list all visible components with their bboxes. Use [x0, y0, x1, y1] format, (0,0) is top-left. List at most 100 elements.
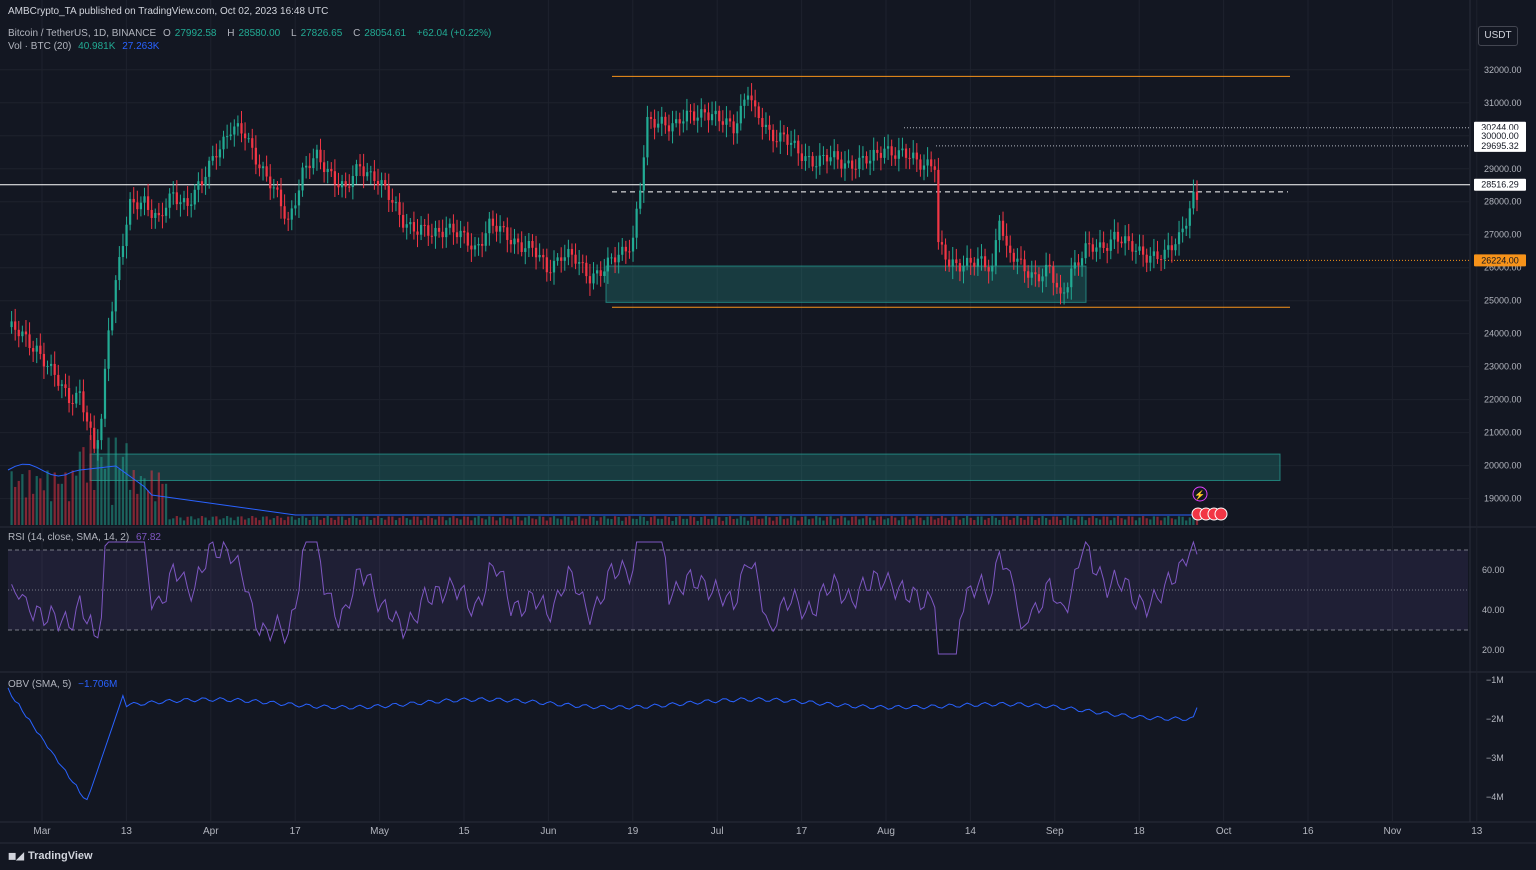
volume-bar	[168, 519, 171, 525]
price-tick-label: 29000.00	[1484, 164, 1522, 174]
volume-bar	[308, 519, 311, 525]
candle	[847, 160, 850, 164]
volume-bar	[732, 518, 735, 525]
volume-bar	[161, 483, 164, 525]
volume-bar	[481, 518, 484, 525]
time-tick-label: Apr	[203, 826, 219, 837]
candle	[786, 134, 789, 145]
candle	[789, 142, 793, 145]
volume-bar	[265, 516, 268, 525]
candle	[154, 212, 157, 218]
volume-bar	[344, 519, 347, 525]
volume-bar	[552, 516, 556, 525]
candle	[233, 126, 236, 135]
volume-bar	[484, 519, 487, 525]
event-flag-icon[interactable]	[1214, 507, 1228, 521]
time-tick-label: May	[370, 826, 389, 837]
tradingview-brand[interactable]: ◼◢ TradingView	[8, 850, 93, 862]
volume-bar	[24, 497, 28, 525]
volume-bar	[1195, 518, 1199, 525]
volume-bar	[1019, 517, 1023, 525]
candle	[606, 257, 610, 272]
volume-bar	[1131, 516, 1134, 525]
volume-bar	[728, 516, 732, 525]
candle	[215, 156, 218, 158]
volume-bar	[962, 518, 965, 525]
price-tick-label: 22000.00	[1484, 395, 1522, 405]
obv-label: OBV (SMA, 5)	[8, 679, 72, 690]
rsi-tick-label: 40.00	[1482, 605, 1505, 615]
candle	[351, 176, 354, 188]
volume-legend[interactable]: Vol · BTC (20) 40.981K 27.263K	[8, 41, 163, 52]
volume-bar	[1009, 519, 1012, 525]
volume-bar	[283, 520, 286, 525]
candle	[247, 138, 250, 140]
candle	[603, 271, 606, 277]
volume-bar	[71, 470, 74, 525]
candle	[754, 100, 757, 107]
candle	[405, 224, 408, 228]
candle	[470, 245, 473, 250]
volume-bar	[786, 518, 789, 525]
obv-tick-label: −3M	[1486, 753, 1504, 763]
volume-bar	[254, 517, 257, 525]
candle	[825, 154, 829, 162]
candle	[416, 231, 419, 235]
candle	[685, 110, 689, 122]
volume-bar	[912, 518, 915, 525]
volume-bar	[305, 517, 308, 525]
candle	[466, 232, 469, 246]
volume-bar	[854, 516, 857, 525]
candle	[366, 172, 369, 177]
symbol-name[interactable]: Bitcoin / TetherUS, 1D, BINANCE	[8, 28, 157, 39]
volume-bar	[179, 517, 182, 525]
candle	[373, 171, 376, 182]
candle	[254, 147, 257, 165]
volume-bar	[1066, 516, 1069, 525]
volume-bar	[534, 519, 538, 525]
candle	[879, 152, 883, 158]
volume-bar	[419, 520, 423, 525]
volume-bar	[797, 520, 800, 525]
volume-bar	[793, 517, 796, 525]
volume-bar	[1084, 520, 1087, 525]
price-label-box	[1474, 139, 1526, 152]
volume-bar	[125, 443, 128, 525]
volume-bar	[448, 517, 451, 525]
obv-legend[interactable]: OBV (SMA, 5) −1.706M	[8, 679, 121, 690]
candle	[851, 160, 854, 169]
volume-bar	[495, 520, 498, 525]
volume-bar	[642, 517, 645, 525]
volume-bar	[506, 518, 509, 525]
volume-bar	[545, 520, 548, 525]
candle	[563, 257, 566, 261]
candle	[118, 257, 121, 281]
time-tick-label: 16	[1302, 826, 1314, 837]
volume-bar	[111, 504, 114, 525]
volume-bar	[951, 516, 954, 525]
support-zone	[89, 453, 1281, 481]
volume-bar	[28, 470, 31, 525]
volume-bar	[21, 474, 24, 525]
volume-bar	[613, 516, 617, 525]
volume-bar	[261, 516, 265, 525]
volume-bar	[599, 517, 602, 525]
candle	[664, 116, 667, 126]
candle	[653, 118, 656, 128]
currency-button[interactable]: USDT	[1478, 26, 1518, 46]
rsi-legend[interactable]: RSI (14, close, SMA, 14, 2) 67.82	[8, 532, 165, 543]
volume-bar	[121, 456, 125, 525]
volume-bar	[1030, 516, 1033, 525]
lightning-icon[interactable]	[1192, 486, 1208, 502]
volume-bar	[42, 490, 46, 525]
candle	[251, 138, 254, 148]
candle	[919, 159, 922, 170]
candle	[1005, 235, 1008, 246]
volume-bar	[700, 517, 703, 525]
tradingview-logo-icon: ◼◢	[8, 851, 24, 862]
candle	[513, 238, 516, 245]
candle	[1062, 292, 1066, 294]
symbol-legend[interactable]: Bitcoin / TetherUS, 1D, BINANCE O 27992.5…	[8, 28, 492, 39]
volume-bar	[1109, 520, 1112, 525]
